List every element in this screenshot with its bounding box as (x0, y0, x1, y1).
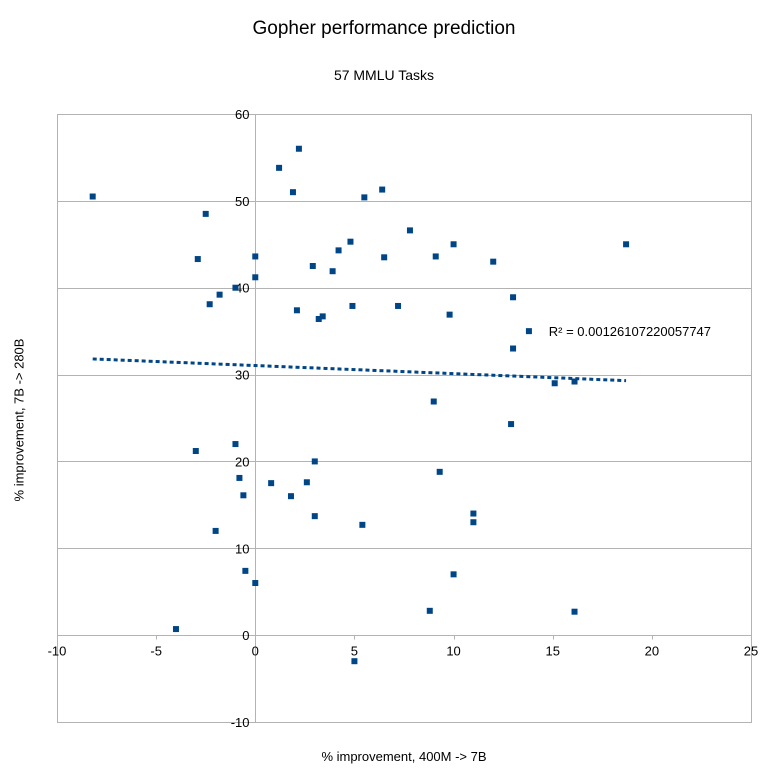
data-point (335, 247, 342, 254)
data-point (236, 474, 243, 481)
data-point (216, 291, 223, 298)
chart-title: Gopher performance prediction (252, 18, 516, 39)
data-point (446, 311, 453, 318)
data-point (395, 302, 402, 309)
y-tick-label: -10 (231, 715, 250, 730)
data-point (212, 527, 219, 534)
r-squared-label: R² = 0.00126107220057747 (549, 324, 711, 339)
x-tick-label: -5 (150, 644, 162, 659)
data-point (252, 274, 259, 281)
data-point (309, 263, 316, 269)
data-point (202, 210, 209, 217)
y-tick-label: 40 (235, 281, 249, 296)
trendline (92, 357, 627, 383)
data-point (252, 253, 259, 260)
data-point (172, 626, 179, 633)
x-tick-label: 5 (351, 644, 358, 659)
data-point (406, 227, 413, 234)
data-point (268, 480, 275, 487)
y-tick-label: 10 (235, 541, 249, 556)
data-point (490, 258, 497, 265)
data-point (293, 307, 300, 314)
data-point (359, 521, 366, 528)
data-point (436, 468, 443, 475)
plot-frame (57, 114, 752, 723)
x-tick-label: -10 (48, 644, 67, 659)
x-tick-label: 15 (545, 644, 559, 659)
data-point (381, 254, 388, 261)
data-point (470, 519, 477, 526)
data-point (361, 194, 368, 201)
data-point (295, 145, 302, 152)
y-tick-label: 0 (242, 628, 249, 643)
data-point (311, 513, 318, 520)
data-point (276, 164, 283, 171)
data-point (206, 301, 213, 308)
y-tick-label: 50 (235, 194, 249, 209)
data-point (510, 294, 517, 301)
y-tick-label: 20 (235, 454, 249, 469)
x-tick-label: 25 (744, 644, 758, 659)
data-point (525, 328, 532, 335)
data-point (311, 458, 318, 465)
data-point (470, 510, 477, 517)
x-tick-label: 20 (645, 644, 659, 659)
data-point (194, 256, 201, 263)
trendline-group: R² = 0.00126107220057747 (92, 324, 711, 383)
data-point (349, 302, 356, 309)
data-point (426, 607, 433, 614)
data-point (319, 313, 326, 320)
y-tick-label: 60 (235, 107, 249, 122)
chart-subtitle: 57 MMLU Tasks (333, 67, 435, 83)
data-point (551, 380, 558, 387)
gridlines (57, 114, 752, 723)
data-point (450, 571, 457, 578)
x-tick-label: 0 (252, 644, 259, 659)
data-point (510, 345, 517, 352)
data-point (432, 253, 439, 260)
data-point (347, 238, 354, 245)
data-point (329, 268, 336, 275)
data-points (89, 145, 630, 665)
data-point (379, 186, 386, 193)
data-point (430, 398, 437, 405)
data-point (89, 193, 96, 200)
data-point (232, 284, 239, 291)
data-point (450, 241, 457, 248)
data-point (571, 608, 578, 615)
data-point (240, 492, 247, 499)
data-point (303, 479, 310, 486)
y-tick-label: 30 (235, 368, 249, 383)
data-point (232, 441, 239, 448)
data-point (242, 567, 249, 574)
x-axis-label: % improvement, 400M -> 7B (321, 749, 487, 764)
data-point (508, 421, 515, 428)
data-point (623, 241, 630, 248)
data-point (289, 189, 296, 196)
axes: -10 -5 0 5 10 15 20 25 -10 0 10 20 30 40 50 60 (48, 107, 759, 730)
data-point (571, 378, 578, 385)
data-point (351, 658, 358, 665)
data-point (315, 315, 322, 322)
x-tick-label: 10 (446, 644, 460, 659)
data-point (287, 493, 294, 500)
data-point (252, 580, 259, 587)
data-point (192, 448, 199, 455)
